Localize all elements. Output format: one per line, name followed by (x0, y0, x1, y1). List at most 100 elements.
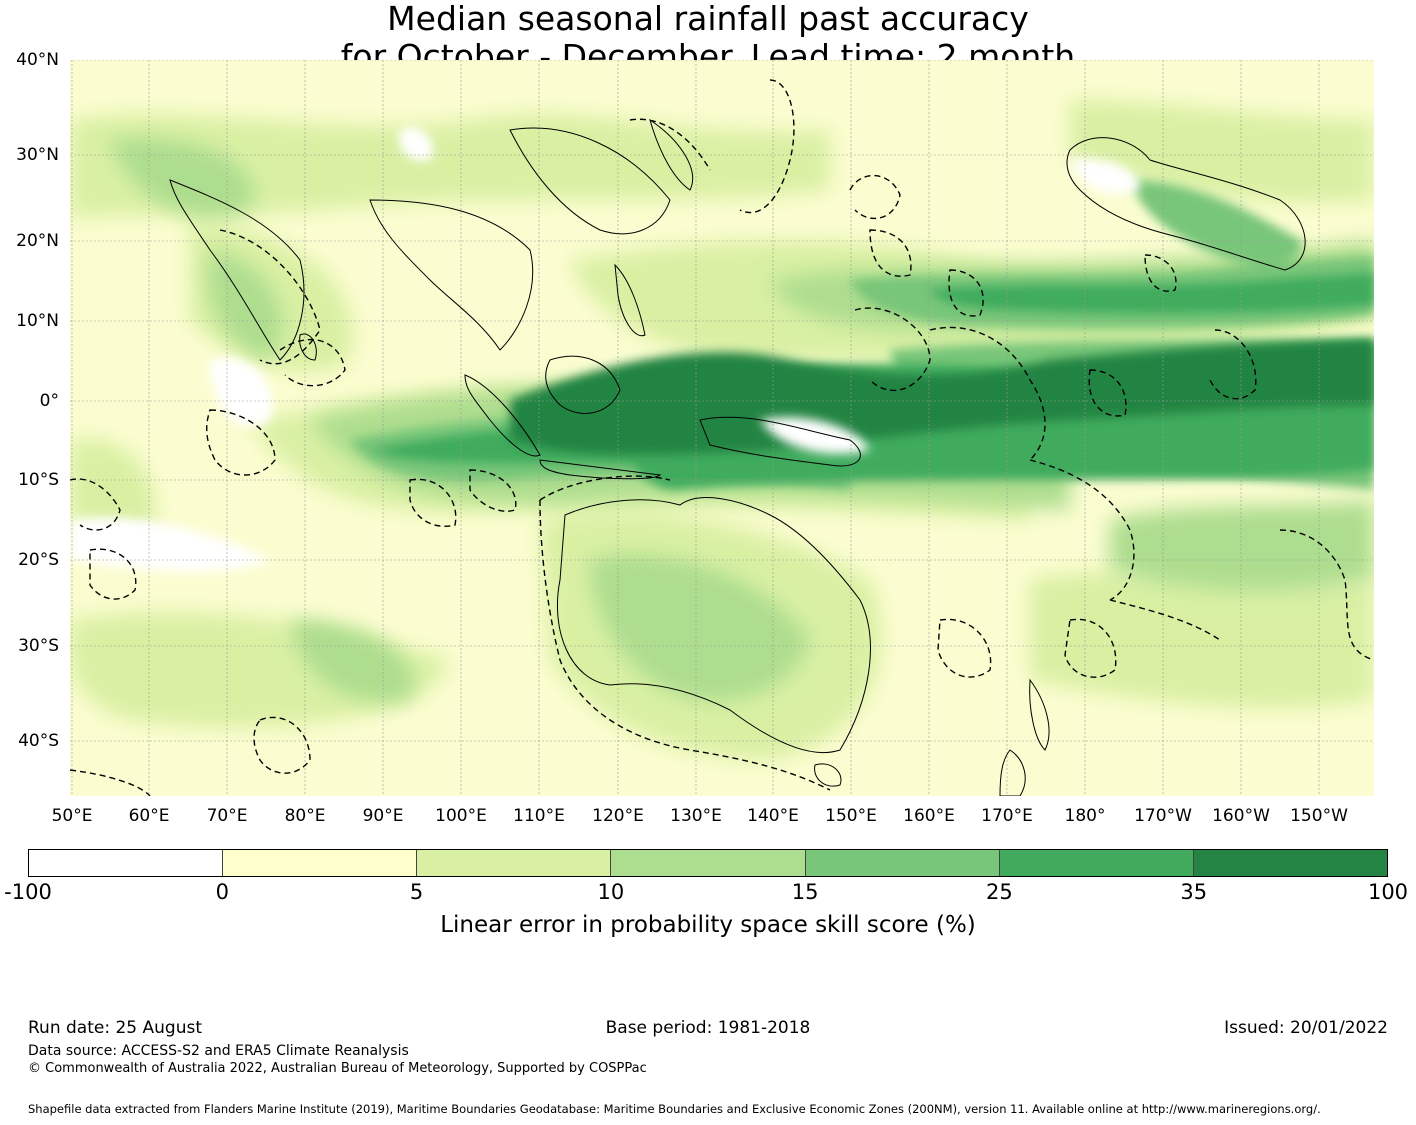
colorbar-segment (611, 850, 806, 876)
colorbar-segment (29, 850, 224, 876)
eez-boundaries (70, 79, 1374, 796)
map-title-line1: Median seasonal rainfall past accuracy (387, 0, 1029, 38)
skill-patch (1130, 180, 1302, 264)
eez-boundary (1109, 599, 1221, 641)
coastline-segment (814, 763, 842, 787)
colorbar-tick-label: 5 (409, 880, 424, 904)
lon-label: 100°E (435, 806, 487, 826)
colorbar-tick-label: 15 (791, 880, 819, 904)
lon-label: 70°E (206, 806, 248, 826)
lat-label: 30°S (18, 636, 59, 656)
eez-boundary (739, 79, 795, 214)
eez-boundary (1064, 618, 1117, 678)
skill-patch (1070, 100, 1374, 203)
lon-label: 90°E (362, 806, 404, 826)
skill-patch (590, 554, 810, 701)
lat-label: 20°N (16, 231, 59, 251)
coastline-segment (369, 199, 534, 351)
coastline-segment (999, 749, 1026, 796)
coastline-segment (1066, 137, 1306, 271)
colorbar-tick-label: 35 (1180, 880, 1208, 904)
lon-label: 120°E (592, 806, 644, 826)
eez-boundary (469, 469, 517, 512)
skill-patch (399, 127, 433, 161)
skill-score-map (70, 60, 1374, 796)
skill-patch (1030, 571, 1374, 709)
colorbar-tick-label: 10 (597, 880, 625, 904)
skill-patch (210, 358, 272, 427)
lon-label: 140°E (747, 806, 799, 826)
coastline-segment (545, 355, 621, 414)
coastline-segment (169, 179, 305, 361)
colorbar-segment (1193, 850, 1387, 876)
lon-label: 110°E (513, 806, 565, 826)
eez-boundary (70, 769, 151, 796)
eez-boundary (206, 409, 276, 476)
eez-boundary (1029, 459, 1135, 601)
coastline-segment (1029, 678, 1050, 751)
lon-label: 150°W (1290, 806, 1348, 826)
colorbar-tick-label: 25 (986, 880, 1013, 904)
map-gridlines (70, 60, 1374, 796)
colorbar-tick-label: -100 (4, 880, 52, 904)
coastline-segment (649, 118, 694, 191)
colorbar-tick-label: 100 (1367, 880, 1409, 904)
lat-label: 30°N (16, 145, 59, 165)
coastlines (169, 118, 1306, 796)
skill-patch (70, 114, 830, 220)
eez-boundary (849, 174, 901, 220)
colorbar-segment (999, 850, 1194, 876)
lon-label: 160°W (1212, 806, 1270, 826)
lon-label: 60°E (128, 806, 170, 826)
map-canvas (70, 60, 1374, 796)
skill-patch (110, 138, 254, 217)
coastline-segment (614, 263, 646, 337)
lat-label: 40°S (18, 731, 59, 751)
eez-boundary (937, 618, 992, 678)
data-source: Data source: ACCESS-S2 and ERA5 Climate … (28, 1043, 409, 1059)
skill-patch (930, 272, 1374, 314)
eez-boundary (948, 269, 984, 317)
eez-boundary (854, 307, 931, 391)
colorbar-tick-label: 0 (215, 880, 229, 904)
eez-boundary (629, 118, 711, 171)
skill-patch (760, 417, 870, 454)
eez-boundary (1209, 329, 1257, 400)
skill-band (70, 127, 1140, 572)
lon-label: 160°E (903, 806, 955, 826)
lon-label: 130°E (670, 806, 722, 826)
eez-boundary (1144, 254, 1177, 292)
coastline-segment (699, 416, 861, 467)
lon-label: 170°E (981, 806, 1033, 826)
coastline-segment (464, 374, 541, 457)
eez-boundary (539, 475, 671, 501)
skill-patch (1110, 500, 1374, 591)
issued-date: Issued: 20/01/2022 (1224, 1018, 1388, 1038)
coastline-segment (556, 497, 871, 754)
eez-boundary (1088, 369, 1127, 417)
eez-boundary (539, 499, 831, 791)
lat-label: 40°N (16, 50, 59, 70)
copyright-notice: © Commonwealth of Australia 2022, Austra… (28, 1061, 647, 1076)
lat-label: 10°S (18, 470, 59, 490)
lon-label: 150°E (825, 806, 877, 826)
run-date: Run date: 25 August (28, 1018, 202, 1038)
skill-band (510, 340, 1374, 455)
coastline-segment (539, 459, 662, 480)
skill-patch (70, 517, 270, 572)
colorbar-segment (805, 850, 1000, 876)
lon-label: 170°W (1134, 806, 1192, 826)
eez-boundary (869, 229, 912, 277)
eez-boundary (253, 716, 311, 774)
eez-boundary (89, 548, 137, 600)
skill-patch (510, 340, 1374, 455)
colorbar (28, 849, 1388, 877)
base-period: Base period: 1981-2018 (605, 1018, 811, 1038)
lon-label: 50°E (51, 806, 93, 826)
lat-label: 20°S (18, 550, 59, 570)
lon-label: 180° (1064, 806, 1106, 826)
coastline-segment (509, 127, 671, 235)
eez-boundary (1279, 529, 1374, 661)
lon-label: 80°E (284, 806, 326, 826)
lat-label: 10°N (16, 311, 59, 331)
